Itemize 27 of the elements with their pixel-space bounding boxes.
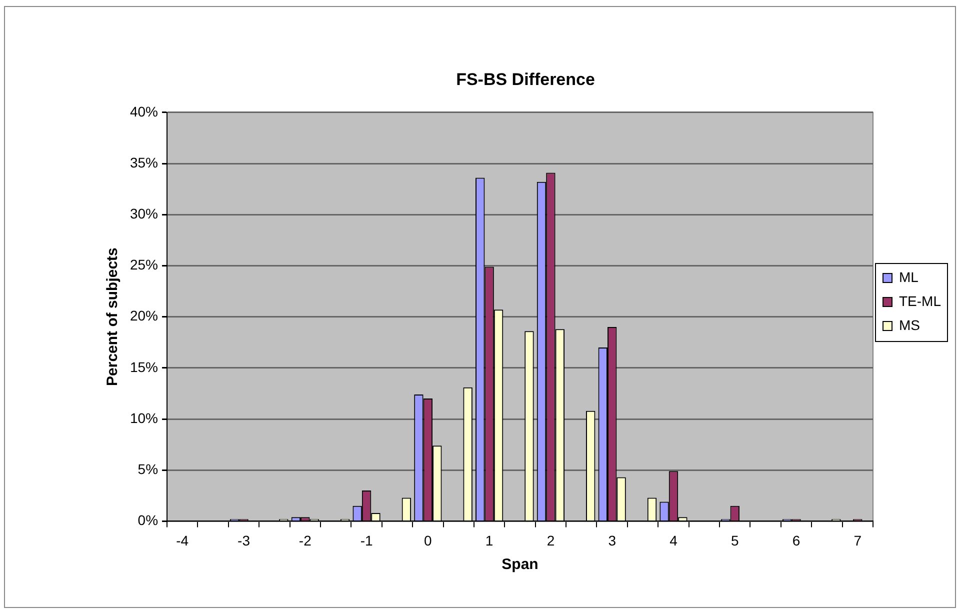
legend-label: TE-ML <box>899 292 942 309</box>
chart-title: FS-BS Difference <box>456 70 595 89</box>
x-tick-label: -4 <box>176 532 189 548</box>
y-tick-label: 10% <box>130 410 158 426</box>
x-tick-label: 5 <box>730 532 739 548</box>
x-tick-label: 4 <box>670 532 678 548</box>
x-tick-label: -2 <box>298 532 312 548</box>
x-tick-label: 0 <box>424 532 432 548</box>
x-tick-label: -3 <box>238 532 250 548</box>
x-tick-label: 6 <box>792 532 800 548</box>
y-tick-label: 25% <box>130 256 158 273</box>
legend-label: ML <box>899 268 919 285</box>
y-tick-label: 0% <box>138 512 158 528</box>
x-tick-label: 2 <box>546 532 555 548</box>
x-tick-label: 3 <box>608 532 616 548</box>
y-tick-label: 15% <box>130 358 158 375</box>
y-axis-title: Percent of subjects <box>104 248 122 386</box>
x-axis-title: Span <box>502 556 538 574</box>
y-tick-label: 5% <box>138 460 158 477</box>
y-tick-label: 35% <box>130 154 158 170</box>
x-tick-label: -1 <box>360 532 373 548</box>
y-tick-label: 40% <box>130 103 158 120</box>
y-tick-label: 30% <box>130 205 158 222</box>
x-tick-label: 7 <box>854 532 862 548</box>
x-tick-label: 1 <box>485 532 494 548</box>
y-tick-label: 20% <box>130 308 158 324</box>
legend-label: MS <box>899 316 920 333</box>
